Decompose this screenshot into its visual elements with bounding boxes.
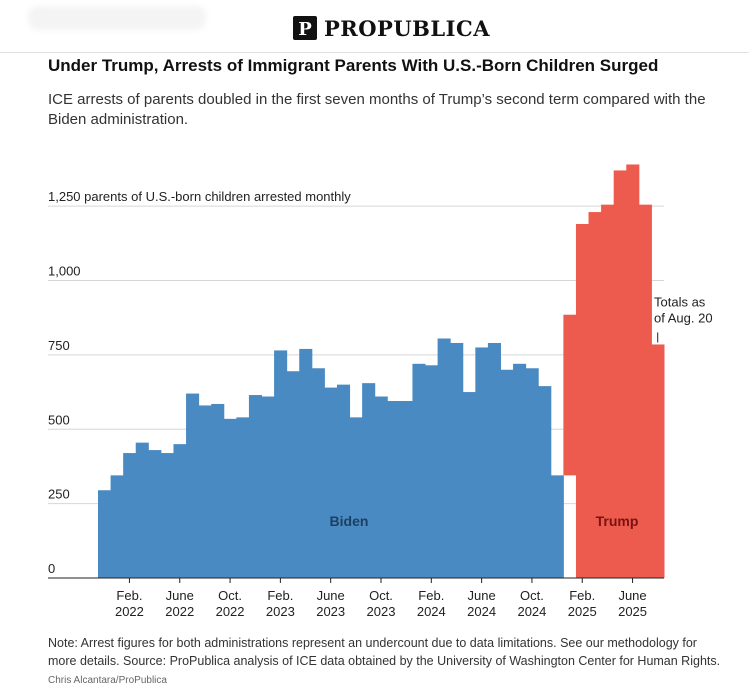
propublica-logo[interactable]: P PROPUBLICA (292, 14, 490, 42)
x-tick-label-month: Oct. (218, 588, 242, 603)
x-tick-label-month: June (468, 588, 496, 603)
x-tick-label-year: 2024 (467, 604, 496, 619)
bar-biden (336, 384, 351, 579)
x-tick-label-month: Feb. (418, 588, 444, 603)
bar-biden (450, 342, 464, 578)
bar-biden (135, 442, 149, 578)
bar-trump (588, 212, 602, 578)
bar-biden (223, 418, 237, 578)
y-tick-label: 250 (48, 487, 70, 502)
y-tick-label: 750 (48, 338, 70, 353)
chart-subtitle: ICE arrests of parents doubled in the fi… (48, 91, 706, 128)
bar-biden (487, 342, 501, 578)
bar-trump (575, 223, 590, 578)
svg-text:P: P (298, 19, 312, 40)
bars (98, 164, 665, 579)
x-tick-label-year: 2023 (266, 604, 295, 619)
bar-biden (211, 403, 225, 578)
x-tick-label-year: 2022 (165, 604, 194, 619)
bar-biden (123, 453, 137, 578)
bar-biden (98, 490, 112, 578)
bar-biden (324, 387, 338, 578)
bar-biden (374, 396, 388, 578)
bar-trump-split (563, 314, 577, 476)
x-tick-label-year: 2025 (568, 604, 597, 619)
bar-biden (425, 365, 439, 578)
bar-biden (538, 386, 552, 578)
bar-trump (626, 164, 640, 579)
bar-trump (651, 344, 665, 578)
bar-biden (525, 368, 539, 578)
bar-biden (475, 347, 489, 578)
bar-biden (299, 348, 313, 578)
credit: Chris Alcantara/ProPublica (48, 675, 167, 686)
x-tick-label-year: 2024 (417, 604, 446, 619)
note-text: Note: Arrest figures for both administra… (48, 636, 721, 668)
x-tick-label-month: Feb. (116, 588, 142, 603)
bar-biden (362, 383, 376, 578)
chart-title: Under Trump, Arrests of Immigrant Parent… (48, 56, 659, 75)
bar-biden (513, 363, 527, 578)
bar-biden (311, 368, 325, 578)
bar-biden (173, 444, 187, 579)
x-tick-label-year: 2022 (216, 604, 245, 619)
blurred-nav-placeholder (28, 6, 206, 30)
x-tick-label-month: June (166, 588, 194, 603)
propublica-mark-icon: P (293, 16, 317, 40)
bar-trump (638, 204, 652, 578)
bar-biden (399, 400, 413, 578)
y-tick-label: 0 (48, 561, 55, 576)
bar-biden (286, 371, 300, 578)
bar-chart: 0 250 500 750 1,000 1,250 parents of U.S.-bor… (48, 164, 713, 619)
bar-biden (110, 475, 124, 578)
bar-biden (148, 450, 162, 578)
axis-labels: 0 250 500 750 1,000 1,250 parents of U.S.-bor… (48, 189, 713, 619)
x-tick-label-month: June (618, 588, 646, 603)
series-label-trump: Trump (596, 513, 639, 529)
x-tick-label-year: 2023 (316, 604, 345, 619)
bar-biden (412, 363, 426, 578)
bar-biden (186, 393, 200, 578)
bar-biden (248, 395, 263, 578)
chart-note: Note: Arrest figures for both administra… (48, 634, 728, 690)
x-tick-label-year: 2023 (367, 604, 396, 619)
bar-biden (261, 396, 275, 578)
bar-biden (349, 417, 363, 578)
bar-trump (601, 204, 615, 578)
x-tick-label-year: 2022 (115, 604, 144, 619)
bar-biden (274, 350, 288, 578)
series-label-biden: Biden (330, 513, 369, 529)
bar-biden (198, 405, 212, 578)
y-tick-label: 1,250 parents of U.S.-born children arre… (48, 189, 351, 204)
header-bar: P PROPUBLICA (0, 0, 749, 53)
bar-biden (550, 475, 564, 578)
y-tick-label: 1,000 (48, 264, 81, 279)
x-tick-label-month: Feb. (267, 588, 293, 603)
bar-biden (160, 453, 174, 578)
bar-trump (613, 170, 627, 578)
bar-biden (236, 417, 250, 578)
annotation-line2: of Aug. 20 (654, 310, 713, 325)
x-tick-label-year: 2024 (517, 604, 546, 619)
x-tick-label-month: Oct. (369, 588, 393, 603)
y-tick-label: 500 (48, 412, 70, 427)
x-tick-label-month: Feb. (569, 588, 595, 603)
x-tick-label-month: Oct. (520, 588, 544, 603)
annotation-line1: Totals as (654, 294, 706, 309)
brand-wordmark: PROPUBLICA (324, 15, 490, 41)
bar-biden (437, 338, 451, 578)
bar-biden (387, 400, 401, 578)
bar-biden (500, 369, 514, 578)
x-tick-label-month: June (317, 588, 345, 603)
bar-biden (462, 392, 476, 578)
x-tick-label-year: 2025 (618, 604, 647, 619)
